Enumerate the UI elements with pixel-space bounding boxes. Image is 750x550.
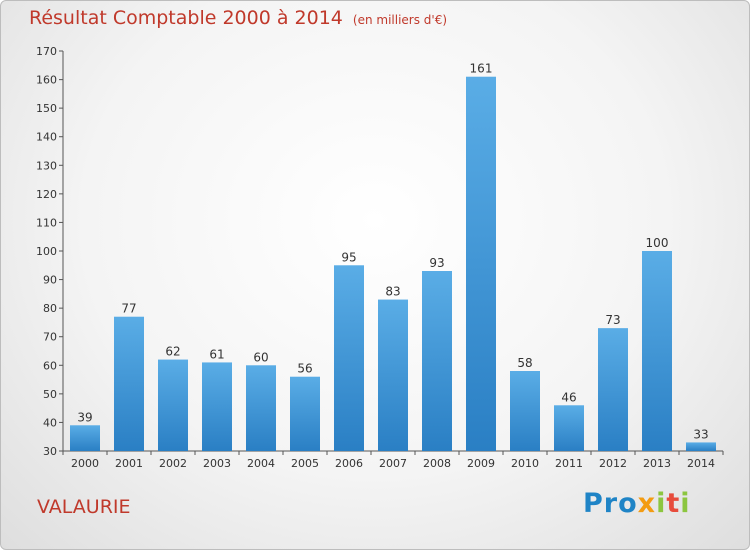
chart-title: Résultat Comptable 2000 à 2014 (en millie… (29, 7, 447, 29)
data-label: 62 (165, 345, 180, 359)
bar[interactable] (114, 316, 144, 451)
x-tick-label: 2005 (291, 457, 319, 470)
bar[interactable] (378, 299, 408, 451)
x-tick-label: 2012 (599, 457, 627, 470)
data-label: 83 (385, 285, 400, 299)
x-tick-label: 2006 (335, 457, 363, 470)
data-label: 58 (517, 356, 532, 370)
x-tick-label: 2013 (643, 457, 671, 470)
x-tick-label: 2009 (467, 457, 495, 470)
y-tick-label: 130 (36, 159, 57, 172)
x-tick-label: 2002 (159, 457, 187, 470)
commune-name: VALAURIE (37, 496, 131, 518)
logo-part-1: Pro (583, 488, 638, 519)
bars: 39 77 62 61 60 56 95 83 93 161 58 46 73 100 33 (70, 62, 716, 451)
y-tick-label: 80 (43, 302, 57, 315)
y-tick-label: 70 (43, 331, 57, 344)
bar[interactable] (510, 371, 540, 451)
y-tick-label: 160 (36, 74, 57, 87)
bar[interactable] (686, 442, 716, 451)
x-tick-label: 2008 (423, 457, 451, 470)
logo-part-2: x (637, 488, 657, 519)
bar[interactable] (334, 265, 364, 451)
data-label: 61 (209, 347, 224, 361)
y-tick-label: 100 (36, 245, 57, 258)
y-tick-label: 120 (36, 188, 57, 201)
x-tick-label: 2014 (687, 457, 715, 470)
bar[interactable] (554, 405, 584, 451)
x-tick-label: 2001 (115, 457, 143, 470)
y-tick-label: 50 (43, 388, 57, 401)
bar[interactable] (158, 359, 188, 451)
y-tick-label: 110 (36, 216, 57, 229)
data-label: 60 (253, 350, 268, 364)
y-tick-label: 140 (36, 131, 57, 144)
proxiti-logo[interactable]: Proxiti (583, 488, 691, 519)
bar[interactable] (290, 376, 320, 451)
data-label: 39 (77, 410, 92, 424)
bar[interactable] (70, 425, 100, 451)
bar[interactable] (246, 365, 276, 451)
y-tick-label: 40 (43, 416, 57, 429)
x-tick-label: 2010 (511, 457, 539, 470)
bar[interactable] (642, 251, 672, 451)
x-tick-label: 2007 (379, 457, 407, 470)
data-label: 46 (561, 390, 576, 404)
y-tick-label: 60 (43, 359, 57, 372)
x-tick-label: 2011 (555, 457, 583, 470)
data-label: 100 (646, 236, 669, 250)
logo-part-3: i (656, 488, 667, 519)
data-label: 73 (605, 313, 620, 327)
bar[interactable] (422, 271, 452, 451)
data-label: 95 (341, 250, 356, 264)
y-tick-label: 30 (43, 445, 57, 458)
data-label: 93 (429, 256, 444, 270)
y-tick-label: 170 (36, 45, 57, 58)
x-tick-label: 2000 (71, 457, 99, 470)
y-tick-label: 150 (36, 102, 57, 115)
bar[interactable] (202, 362, 232, 451)
chart-title-text: Résultat Comptable 2000 à 2014 (29, 7, 343, 29)
data-label: 161 (470, 62, 493, 76)
y-tick-label: 90 (43, 274, 57, 287)
bar[interactable] (466, 76, 496, 451)
bar[interactable] (598, 328, 628, 451)
data-label: 33 (693, 427, 708, 441)
data-label: 77 (121, 302, 136, 316)
data-label: 56 (297, 362, 312, 376)
x-tick-label: 2004 (247, 457, 275, 470)
logo-part-5: i (680, 488, 691, 519)
chart-subtitle: (en milliers d'€) (352, 13, 448, 27)
x-tick-label: 2003 (203, 457, 231, 470)
logo-part-4: t (666, 488, 681, 519)
